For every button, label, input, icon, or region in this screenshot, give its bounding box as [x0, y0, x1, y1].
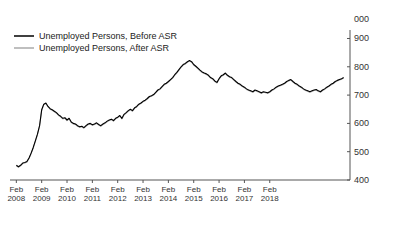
x-tick-label: Feb2017 [236, 185, 254, 203]
plot-area [16, 61, 343, 168]
x-tick [219, 180, 220, 183]
x-tick [143, 180, 144, 183]
legend-label: Unemployed Persons, After ASR [39, 43, 170, 53]
x-tick [168, 180, 169, 183]
x-tick [269, 180, 270, 183]
y-tick [347, 151, 350, 152]
x-tick-label: Feb2014 [159, 185, 177, 203]
x-tick [117, 180, 118, 183]
x-tick-label: Feb2012 [109, 185, 127, 203]
y-axis [350, 30, 351, 180]
y-tick [347, 123, 350, 124]
x-tick-label: Feb2010 [58, 185, 76, 203]
x-tick [92, 180, 93, 183]
y-tick [347, 66, 350, 67]
legend-swatch [14, 35, 34, 37]
chart: 400 500 600 700 800 900 000 Feb2008 Feb2009 Feb20… [0, 0, 397, 227]
y-tick-label: 600 [354, 118, 369, 128]
x-tick-label: Feb2018 [261, 185, 279, 203]
x-tick-label: Feb2008 [7, 185, 25, 203]
y-axis-label: 000 [354, 14, 369, 24]
y-tick-label: 900 [354, 33, 369, 43]
x-tick [67, 180, 68, 183]
x-tick-label: Feb2013 [134, 185, 152, 203]
series-line [16, 61, 343, 167]
x-tick [193, 180, 194, 183]
series-line [16, 61, 343, 167]
y-tick-label: 700 [354, 90, 369, 100]
x-tick [244, 180, 245, 183]
y-tick-label: 500 [354, 147, 369, 157]
x-tick-label: Feb2011 [84, 185, 102, 203]
x-tick-label: Feb2009 [33, 185, 51, 203]
legend: Unemployed Persons, Before ASR Unemployed… [14, 31, 178, 53]
x-tick [16, 180, 17, 183]
legend-label: Unemployed Persons, Before ASR [39, 31, 178, 41]
y-tick [347, 180, 350, 181]
x-tick-label: Feb2016 [210, 185, 228, 203]
legend-swatch [14, 47, 34, 49]
y-tick [347, 95, 350, 96]
x-tick-label: Feb2015 [185, 185, 203, 203]
x-axis [10, 180, 350, 181]
y-tick-label: 800 [354, 62, 369, 72]
x-tick [41, 180, 42, 183]
y-tick-label: 400 [354, 175, 369, 185]
y-tick [347, 38, 350, 39]
